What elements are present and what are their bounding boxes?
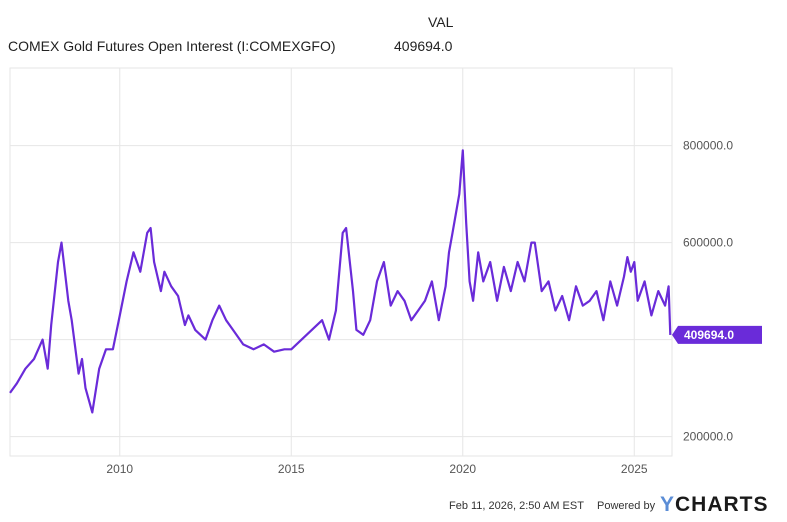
y-tick-label: 200000.0 (683, 430, 733, 444)
x-tick-label: 2025 (621, 462, 648, 476)
axis-labels: 200000.0 600000.0 800000.0 2010 2015 2020 2025 (106, 139, 733, 476)
legend-column-header: VAL (428, 14, 454, 30)
series-layer (9, 149, 672, 414)
legend-series-name: COMEX Gold Futures Open Interest (I:COME… (8, 38, 336, 54)
y-tick-label: 800000.0 (683, 139, 733, 153)
series-line (9, 149, 672, 414)
ycharts-logo[interactable]: YCHARTS (660, 493, 769, 517)
last-value-badge (672, 325, 762, 344)
x-tick-label: 2020 (449, 462, 476, 476)
footer-timestamp: Feb 11, 2026, 2:50 AM EST (449, 500, 584, 512)
last-value-badge-group: 409694.0 (672, 325, 762, 344)
last-value-label: 409694.0 (684, 328, 734, 342)
legend-series-value: 409694.0 (394, 38, 453, 54)
powered-by-text: Powered by (597, 500, 656, 512)
ycharts-logo-text: CHARTS (675, 493, 769, 516)
plot-frame (9, 67, 673, 457)
y-tick-label: 600000.0 (683, 236, 733, 250)
x-tick-label: 2010 (106, 462, 133, 476)
x-tick-label: 2015 (278, 462, 305, 476)
ycharts-logo-mark: Y (660, 493, 676, 516)
